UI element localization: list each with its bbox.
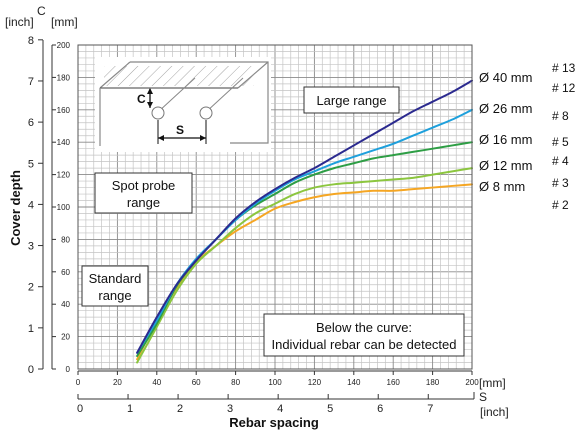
inset-rebar-1-section: [151, 106, 165, 120]
inset-slab-outline: [130, 61, 269, 144]
annotation-line2: Individual rebar can be detected: [271, 337, 456, 352]
y-inch-tick-label: 0: [28, 364, 34, 376]
x-inch-tick-label: 0: [77, 403, 83, 415]
x-inch-tick-label: 7: [427, 403, 433, 415]
x-inch-tick-label: 6: [377, 403, 383, 415]
inset-s-arrow-left: [158, 135, 164, 141]
inset-rebar-1: [157, 77, 196, 113]
standard-range-box: Standard range: [81, 265, 149, 307]
x-inch-tick-label: 2: [177, 403, 183, 415]
y-mm-tick-label: 100: [57, 203, 71, 212]
large-range-label: Large range: [316, 93, 386, 108]
standard-range-label-line2: range: [98, 288, 131, 303]
inset-c-arrow-top: [147, 88, 153, 94]
y-axes: C [inch] [mm] Cover depth 02040608010012…: [5, 4, 78, 376]
curves: [136, 79, 473, 364]
inset-c-label: C: [137, 92, 146, 106]
y-inch-tick-label: 8: [28, 35, 34, 47]
spot-probe-range-box: Spot probe range: [94, 172, 193, 214]
x-inch-tick-label: 1: [127, 403, 133, 415]
rebar-number-label: # 12: [552, 81, 576, 95]
y-inch-tick-label: 1: [28, 323, 34, 335]
series-line: [136, 79, 473, 354]
inset-diagram: C S: [95, 57, 271, 152]
y-inch-tick-label: 2: [28, 282, 34, 294]
y-mm-tick-label: 60: [61, 268, 70, 277]
spot-probe-label-line1: Spot probe: [112, 178, 176, 193]
y-mm-tick-label: 200: [57, 41, 71, 50]
y-inch-tick-label: 4: [28, 199, 34, 211]
y-mm-tick-label: 180: [57, 73, 71, 82]
large-range-box: Large range: [303, 86, 400, 114]
y-mm-tick-label: 0: [66, 365, 71, 374]
y-mm-tick-label: 160: [57, 106, 71, 115]
annotation-rect: [263, 313, 465, 357]
y-inch-tick-label: 3: [28, 241, 34, 253]
y-inch-tick-label: 7: [28, 76, 34, 88]
x-letter: S: [479, 390, 487, 404]
inset-s-label: S: [176, 123, 184, 137]
standard-range-label-line1: Standard: [89, 271, 142, 286]
y-mm-tick-label: 80: [61, 235, 70, 244]
y-mm-tick-label: 20: [61, 333, 70, 342]
rebar-number-label: # 3: [552, 176, 569, 190]
x-mm-tick-label: 140: [347, 378, 361, 387]
x-unit-mm: [mm]: [479, 376, 506, 390]
y-unit-mm: [mm]: [51, 15, 78, 29]
inset-s-arrow-right: [200, 135, 206, 141]
spot-probe-label-line2: range: [127, 195, 160, 210]
plot-frame: [77, 44, 473, 370]
rebar-number-label: # 13: [552, 61, 576, 75]
y-mm-tick-label: 120: [57, 171, 71, 180]
series-label: Ø 40 mm: [479, 70, 532, 85]
rebar-number-label: # 5: [552, 135, 569, 149]
x-axes: [mm] S [inch] Rebar spacing 0 20 40 60 80 100…: [76, 370, 509, 430]
x-mm-tick-label: 160: [387, 378, 401, 387]
x-mm-tick-label: 0: [76, 378, 81, 387]
series-label: Ø 12 mm: [479, 158, 532, 173]
series-label: Ø 8 mm: [479, 179, 525, 194]
standard-range-rect: [81, 265, 149, 307]
series-line: [136, 167, 473, 364]
x-mm-tick-label: 100: [268, 378, 282, 387]
inset-rebar-2: [205, 77, 244, 113]
x-inch-tick-label: 4: [277, 403, 283, 415]
y-mm-tick-label: 40: [61, 300, 70, 309]
y-axis-title: Cover depth: [8, 170, 23, 246]
y-mm-tick-label: 140: [57, 138, 71, 147]
rebar-number-label: # 4: [552, 154, 569, 168]
rebar-number-label: # 8: [552, 109, 569, 123]
x-mm-tick-label: 200: [465, 378, 479, 387]
y-inch-tick-label: 6: [28, 117, 34, 129]
x-mm-tick-label: 180: [426, 378, 440, 387]
x-mm-tick-label: 120: [308, 378, 322, 387]
x-inch-tick-label: 3: [227, 403, 233, 415]
x-axis-title: Rebar spacing: [229, 415, 319, 430]
large-range-rect: [303, 86, 400, 114]
x-mm-tick-label: 40: [152, 378, 161, 387]
series-line: [136, 108, 473, 354]
y-inch-tick-label: 5: [28, 158, 34, 170]
series-label: Ø 16 mm: [479, 132, 532, 147]
annotation-line1: Below the curve:: [316, 320, 412, 335]
series-label: Ø 26 mm: [479, 101, 532, 116]
y-unit-inch: [inch]: [5, 15, 34, 29]
inset-c-arrow-bottom: [147, 102, 153, 108]
series-labels: Ø 40 mm Ø 26 mm Ø 16 mm Ø 12 mm Ø 8 mm # 13 # …: [479, 61, 576, 212]
inset-rebar-2-section: [199, 106, 213, 120]
y-letter: C: [37, 4, 46, 18]
rebar-number-label: # 2: [552, 198, 569, 212]
x-mm-tick-label: 80: [231, 378, 240, 387]
x-unit-inch: [inch]: [480, 405, 509, 419]
inset-hatch: [104, 66, 254, 86]
x-inch-tick-label: 5: [327, 403, 333, 415]
spot-probe-rect: [94, 172, 193, 214]
x-mm-tick-label: 20: [113, 378, 122, 387]
x-mm-tick-label: 60: [192, 378, 201, 387]
annotation-box: Below the curve: Individual rebar can be…: [263, 313, 465, 357]
